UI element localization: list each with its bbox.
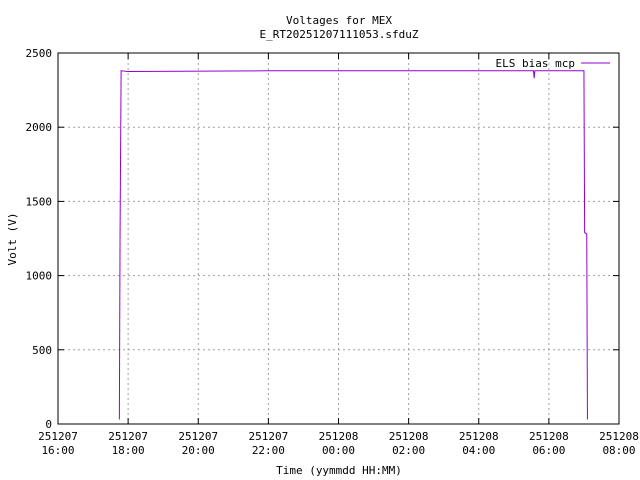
x-tick-label: 251207 16:00 xyxy=(38,430,78,457)
y-tick-label: 500 xyxy=(32,344,52,357)
chart-subtitle: E_RT20251207111053.sfduZ xyxy=(260,28,419,41)
data-line xyxy=(118,70,588,420)
x-tick-label: 251207 20:00 xyxy=(178,430,218,457)
y-tick-label: 1000 xyxy=(26,270,53,283)
x-tick-label: 251208 08:00 xyxy=(599,430,639,457)
y-axis-label: Volt (V) xyxy=(6,213,19,266)
y-tick-label: 0 xyxy=(45,418,52,431)
y-tick-label: 2000 xyxy=(26,121,53,134)
x-tick-label: 251208 00:00 xyxy=(319,430,359,457)
y-tick-label: 1500 xyxy=(26,195,53,208)
x-tick-label: 251208 06:00 xyxy=(529,430,569,457)
plot-frame xyxy=(57,52,620,425)
x-tick-label: 251207 18:00 xyxy=(108,430,148,457)
chart-title: Voltages for MEX xyxy=(286,14,392,27)
legend-label: ELS bias mcp xyxy=(496,57,575,70)
x-tick-label: 251207 22:00 xyxy=(249,430,289,457)
x-tick-label: 251208 02:00 xyxy=(389,430,429,457)
x-tick-label: 251208 04:00 xyxy=(459,430,499,457)
y-tick-label: 2500 xyxy=(26,47,53,60)
x-axis-label: Time (yymmdd HH:MM) xyxy=(276,464,402,477)
